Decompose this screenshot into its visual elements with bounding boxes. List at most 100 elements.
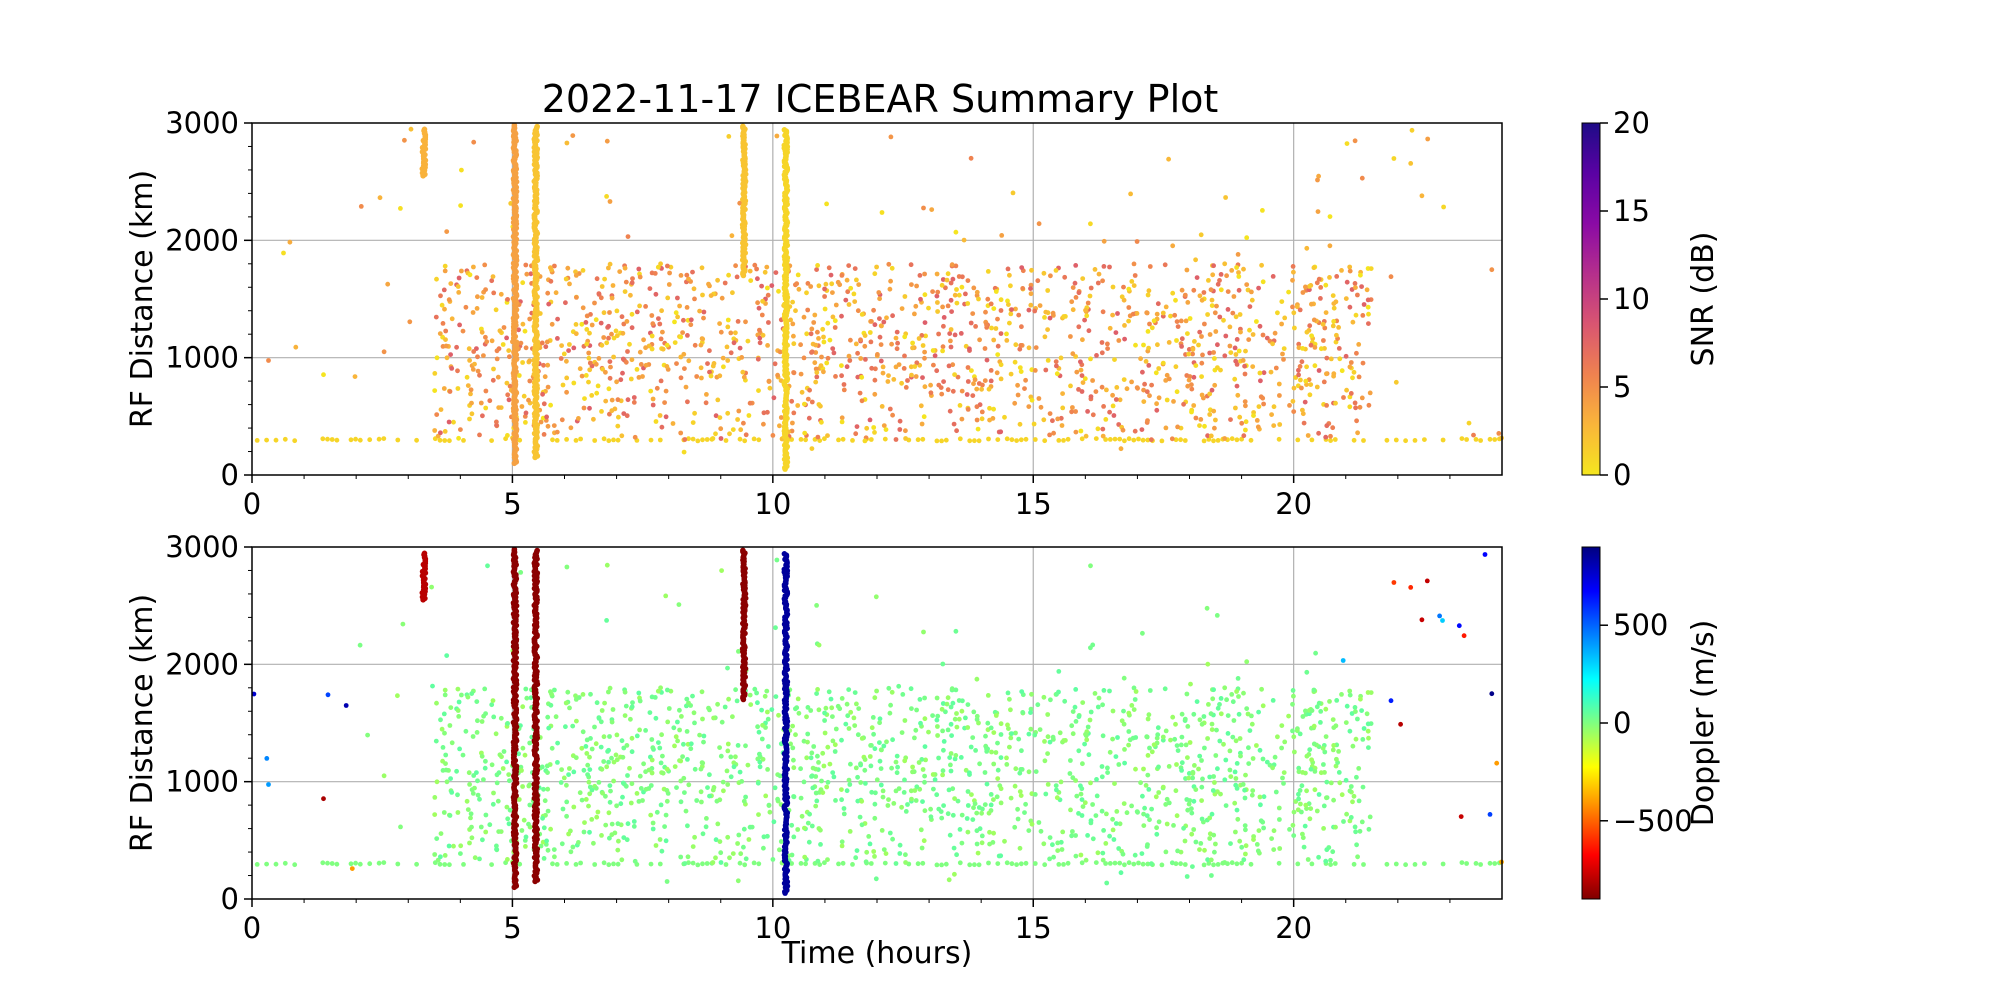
data-point xyxy=(1004,860,1010,866)
data-point xyxy=(1236,274,1242,279)
data-point xyxy=(679,714,684,719)
data-point xyxy=(888,134,894,140)
data-point xyxy=(554,429,560,435)
data-point xyxy=(1067,771,1073,776)
data-point xyxy=(1260,208,1265,213)
data-point xyxy=(622,689,628,695)
data-point xyxy=(1083,307,1088,313)
data-point xyxy=(628,292,633,298)
data-point xyxy=(432,428,438,433)
data-point xyxy=(1122,862,1127,868)
data-point xyxy=(1250,788,1256,793)
data-point xyxy=(688,317,694,323)
data-point xyxy=(667,270,672,276)
data-point xyxy=(710,436,716,441)
data-point xyxy=(808,284,814,289)
data-point xyxy=(625,349,630,354)
data-point xyxy=(691,286,697,292)
data-point xyxy=(1017,845,1023,851)
data-point xyxy=(1129,803,1134,809)
data-point xyxy=(1324,795,1329,801)
data-point xyxy=(659,732,664,738)
data-point xyxy=(1247,327,1252,333)
data-point xyxy=(1132,852,1138,858)
data-point xyxy=(628,376,634,382)
data-point xyxy=(921,414,927,420)
data-point xyxy=(1151,742,1157,748)
data-point xyxy=(868,861,874,866)
data-point xyxy=(1422,861,1427,866)
data-point xyxy=(1227,343,1233,349)
data-point xyxy=(563,700,569,706)
data-point xyxy=(893,335,899,341)
data-point xyxy=(1233,352,1239,357)
data-point xyxy=(467,840,472,846)
data-point xyxy=(593,317,599,323)
data-point xyxy=(1244,282,1250,287)
data-point xyxy=(1255,424,1261,430)
data-point xyxy=(930,289,935,294)
data-point xyxy=(1311,741,1317,747)
data-point xyxy=(1133,689,1139,694)
data-point xyxy=(1190,771,1196,776)
data-point xyxy=(442,692,448,698)
data-point xyxy=(1217,314,1223,320)
data-point xyxy=(637,698,643,704)
data-point xyxy=(1281,357,1286,362)
data-point xyxy=(909,706,914,711)
data-point xyxy=(946,877,952,883)
data-point xyxy=(573,273,579,278)
data-point xyxy=(1314,704,1320,710)
data-point xyxy=(879,323,884,329)
data-point xyxy=(1192,339,1197,344)
data-point xyxy=(1057,730,1063,736)
data-point xyxy=(814,374,820,380)
data-point xyxy=(1090,412,1096,418)
data-point xyxy=(475,778,480,784)
data-point xyxy=(1198,232,1204,238)
data-point xyxy=(1113,754,1119,759)
data-point xyxy=(321,796,326,802)
data-point xyxy=(718,329,724,335)
data-point xyxy=(743,743,748,749)
data-point xyxy=(960,274,965,280)
data-point xyxy=(1006,302,1011,307)
data-point xyxy=(1105,346,1110,351)
data-point xyxy=(963,291,968,297)
data-point xyxy=(593,361,599,367)
data-point xyxy=(1058,779,1064,785)
data-point xyxy=(1076,387,1081,392)
data-point xyxy=(648,437,654,443)
data-point xyxy=(434,779,440,785)
data-point xyxy=(1166,156,1171,162)
data-point xyxy=(1193,787,1199,792)
data-point xyxy=(666,706,672,711)
data-point xyxy=(477,796,482,802)
data-point xyxy=(945,303,951,309)
data-point xyxy=(1206,861,1212,866)
data-point xyxy=(889,765,894,771)
data-point xyxy=(609,755,614,761)
data-point xyxy=(479,719,485,724)
data-point xyxy=(699,375,704,381)
data-point xyxy=(649,737,655,742)
data-point xyxy=(701,739,706,745)
data-point xyxy=(1029,691,1034,697)
data-point xyxy=(566,772,571,777)
data-point xyxy=(470,791,476,796)
data-point xyxy=(1185,300,1191,305)
data-point xyxy=(1187,316,1193,321)
data-point xyxy=(490,801,496,807)
data-point xyxy=(1496,431,1502,436)
data-point xyxy=(1013,306,1018,312)
data-point xyxy=(479,295,485,300)
data-point xyxy=(459,692,464,698)
data-point xyxy=(946,363,952,369)
data-point xyxy=(564,564,570,570)
data-point xyxy=(519,828,525,833)
data-point xyxy=(1088,563,1093,569)
data-point xyxy=(994,370,1000,376)
data-point xyxy=(952,332,958,338)
data-point xyxy=(672,764,678,769)
data-point xyxy=(952,871,957,877)
